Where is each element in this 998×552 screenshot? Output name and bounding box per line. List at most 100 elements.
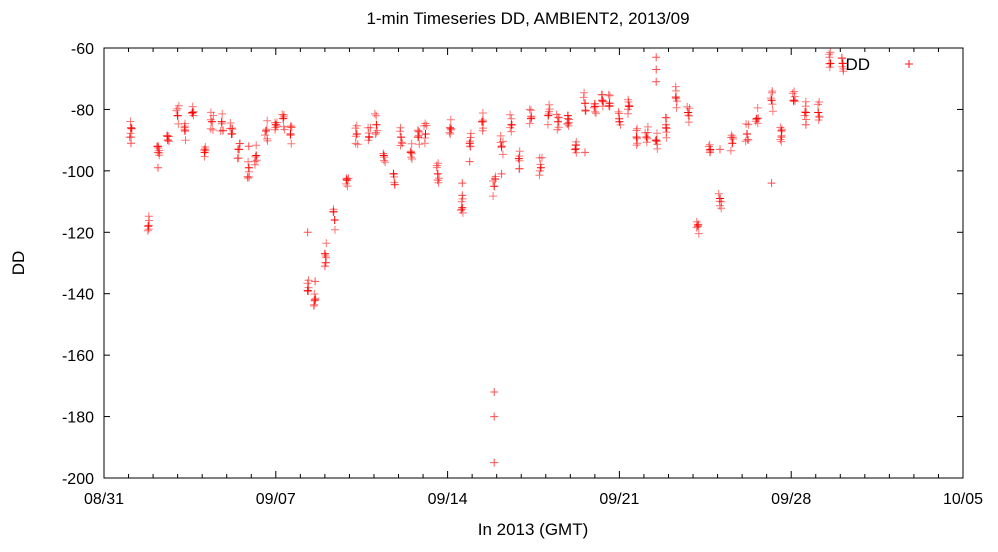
data-point-outlier [311,277,320,286]
data-point [801,102,810,111]
data-point [353,140,362,149]
data-point [652,136,661,145]
data-point [826,48,835,57]
data-point-outlier [563,114,572,123]
data-point [415,128,424,136]
data-point-outlier [458,191,467,200]
data-point [543,120,552,129]
data-point [200,146,209,154]
data-point-outlier [767,179,776,188]
data-point [604,90,613,99]
data-point [768,100,777,109]
data-point [407,139,416,148]
data-point [527,106,535,115]
data-point [310,290,319,298]
data-point [694,220,703,229]
data-point [490,182,499,191]
data-point [753,103,762,112]
data-point [633,124,642,133]
data-point [715,197,724,206]
data-point [837,54,846,63]
data-point [478,116,487,125]
data-point [653,140,662,149]
data-point [309,301,318,310]
legend-label: DD [845,55,870,74]
data-point [219,126,227,135]
data-point [262,126,270,135]
data-point [814,116,823,124]
data-point [525,105,534,114]
data-point [545,100,554,109]
data-point [372,128,381,137]
data-point [525,119,534,128]
data-point [420,139,429,148]
x-tick-label: 09/28 [771,491,811,508]
data-point [144,221,153,230]
x-tick-label: 09/21 [599,491,639,508]
data-point [535,171,544,180]
data-point [653,129,661,138]
legend: DD [845,55,913,74]
data-point [727,131,736,140]
x-axis-label: In 2013 (GMT) [478,520,589,539]
y-tick-label: -180 [62,410,94,427]
data-point [329,207,338,216]
legend-marker-plus [905,60,913,68]
data-point [778,125,786,134]
data-point [397,133,405,142]
data-point [624,109,632,118]
y-axis-label: DD [9,251,28,276]
data-point [768,107,777,116]
data-point [553,113,562,122]
data-point [498,150,507,159]
data-point [351,132,360,141]
data-point [320,249,329,258]
data-point [714,189,723,198]
data-point [144,212,153,221]
axis-ticks [103,47,964,479]
data-point [643,122,652,131]
data-point-outlier [838,59,847,68]
data-point [165,137,174,146]
data-point [616,120,625,129]
data-point [371,130,380,139]
data-point [174,101,183,110]
data-point [398,139,407,148]
data-point [776,123,785,132]
data-point-outlier [716,145,724,154]
data-point [825,63,834,72]
data-point [389,169,398,178]
data-point [445,128,454,137]
data-point [228,129,237,138]
data-point-outlier [458,179,467,188]
data-point [572,137,581,146]
data-point [263,116,272,125]
data-point [413,126,422,135]
data-point [208,117,216,126]
y-tick-labels: -60 -80 -100 -120 -140 -160 -180 -200 [62,41,94,488]
data-point-outlier [652,77,661,86]
data-point [545,105,554,114]
data-point [457,197,466,206]
x-tick-label: 10/05 [943,491,983,508]
data-point [742,119,751,128]
data-point [683,102,692,111]
data-point [694,229,703,238]
data-point [706,148,714,157]
data-point [252,141,261,150]
data-point-outlier [581,148,589,157]
data-point [331,225,339,234]
data-point [478,126,487,135]
data-point [489,177,497,185]
data-point [304,283,313,292]
data-point [751,117,760,126]
data-point [788,89,797,98]
data-point [352,121,361,130]
data-point [172,106,181,115]
data-point [244,157,253,166]
data-point-outlier [465,157,474,166]
data-point [506,110,515,119]
data-point [263,136,272,145]
data-point-outlier [154,148,162,157]
chart-title: 1-min Timeseries DD, AMBIENT2, 2013/09 [366,9,689,28]
